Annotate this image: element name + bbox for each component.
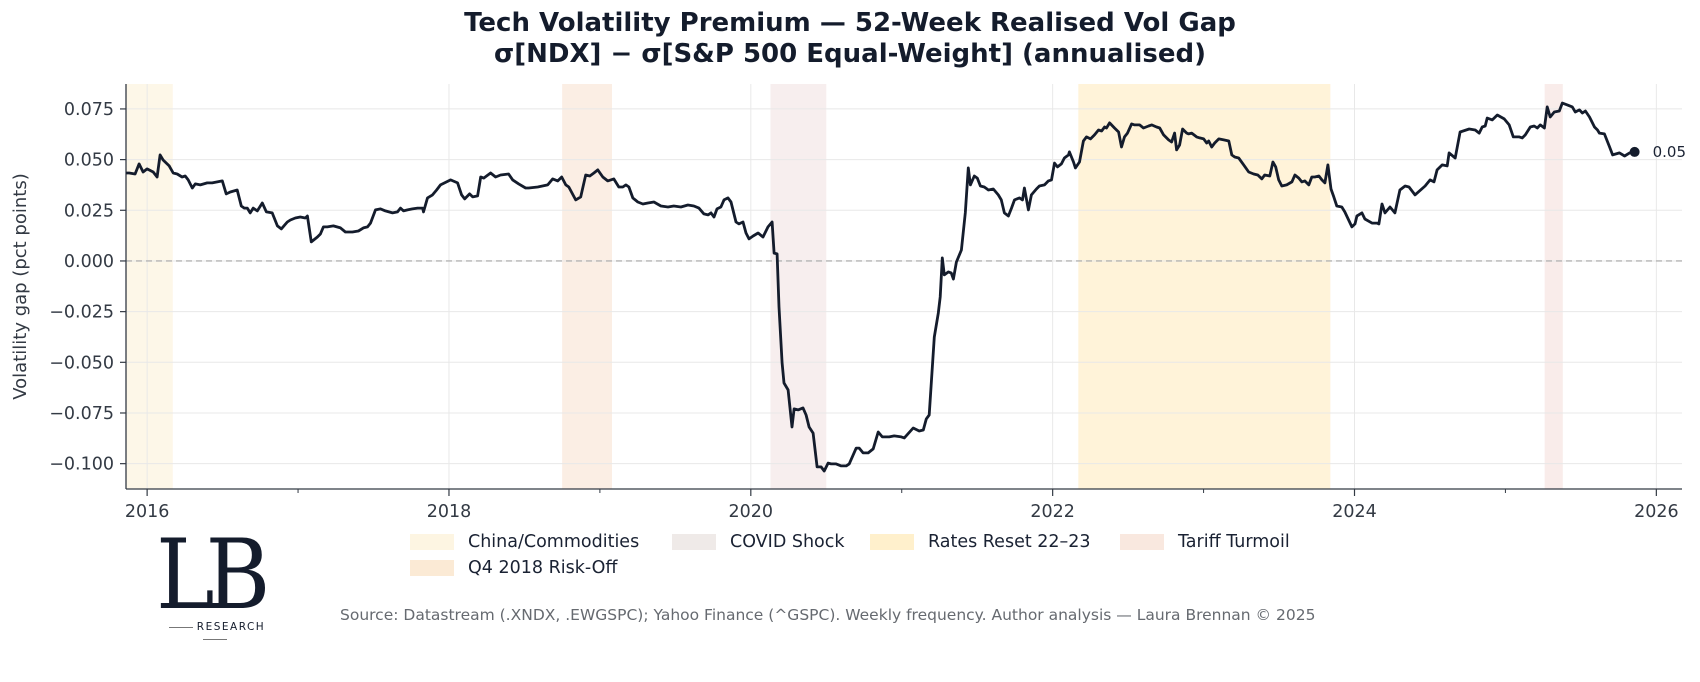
y-tick-label: −0.025: [49, 303, 114, 323]
legend-swatch: [410, 560, 454, 576]
source-note: Source: Datastream (.XNDX, .EWGSPC); Yah…: [340, 606, 1316, 624]
x-tick-label: 2020: [729, 502, 774, 522]
legend-swatch: [672, 534, 716, 550]
legend-swatch: [1120, 534, 1164, 550]
legend-item-tariff-turmoil: Tariff Turmoil: [1120, 532, 1290, 552]
gridlines: [126, 84, 1682, 489]
x-tick-label: 2018: [427, 502, 472, 522]
y-tick-label: −0.100: [49, 455, 114, 475]
lb-research-logo: LB RESEARCH: [150, 525, 285, 635]
chart-title: Tech Volatility Premium — 52-Week Realis…: [0, 8, 1700, 70]
y-tick-label: −0.050: [49, 353, 114, 373]
shaded-period-tariff-turmoil: [1544, 84, 1563, 489]
y-tick-label: 0.000: [64, 252, 114, 272]
chart-subtitle: σ[NDX] − σ[S&P 500 Equal-Weight] (annual…: [494, 39, 1206, 69]
x-tick-label: 2022: [1030, 502, 1075, 522]
y-tick-label: 0.075: [64, 100, 114, 120]
shaded-period-covid-shock: [770, 84, 827, 489]
legend-label: Tariff Turmoil: [1178, 532, 1290, 552]
axes: [125, 84, 1682, 490]
logo-subtitle: RESEARCH: [150, 621, 280, 645]
shaded-periods: [126, 84, 1563, 489]
shaded-period-q4-2018-risk-off: [562, 84, 612, 489]
x-tick-label: 2024: [1332, 502, 1377, 522]
legend-label: Rates Reset 22–23: [928, 532, 1091, 552]
legend-swatch: [870, 534, 914, 550]
x-tick-label: 2016: [125, 502, 170, 522]
y-axis-ticks: 0.075 0.050 0.025 0.000 −0.025 −0.050 −0.075 −0…: [49, 100, 126, 475]
legend-item-china-commodities: China/Commodities: [410, 532, 639, 552]
shaded-period-rates-reset-22-23: [1078, 84, 1331, 489]
legend-item-covid-shock: COVID Shock: [672, 532, 845, 552]
y-tick-label: −0.075: [49, 404, 114, 424]
legend-swatch: [410, 534, 454, 550]
series-end-marker: [1629, 146, 1640, 157]
y-axis-label: Volatility gap (pct points): [10, 173, 31, 400]
series-end-label: 0.05: [1653, 143, 1686, 161]
legend-item-q4-2018-risk-off: Q4 2018 Risk-Off: [410, 558, 617, 578]
x-axis-ticks: 2016 2018 2020 2022 2024 2026: [125, 489, 1679, 522]
chart-title-line1: Tech Volatility Premium — 52-Week Realis…: [464, 8, 1236, 38]
legend-label: Q4 2018 Risk-Off: [468, 558, 618, 578]
shaded-period-china-commodities: [126, 84, 173, 489]
legend-label: China/Commodities: [468, 532, 640, 552]
legend-label: COVID Shock: [730, 532, 845, 552]
y-tick-label: 0.025: [64, 201, 114, 221]
y-tick-label: 0.050: [64, 151, 114, 171]
x-tick-label: 2026: [1634, 502, 1679, 522]
series-line: [126, 101, 1635, 473]
legend-item-rates-reset: Rates Reset 22–23: [870, 532, 1091, 552]
logo-mark: LB: [156, 519, 270, 631]
